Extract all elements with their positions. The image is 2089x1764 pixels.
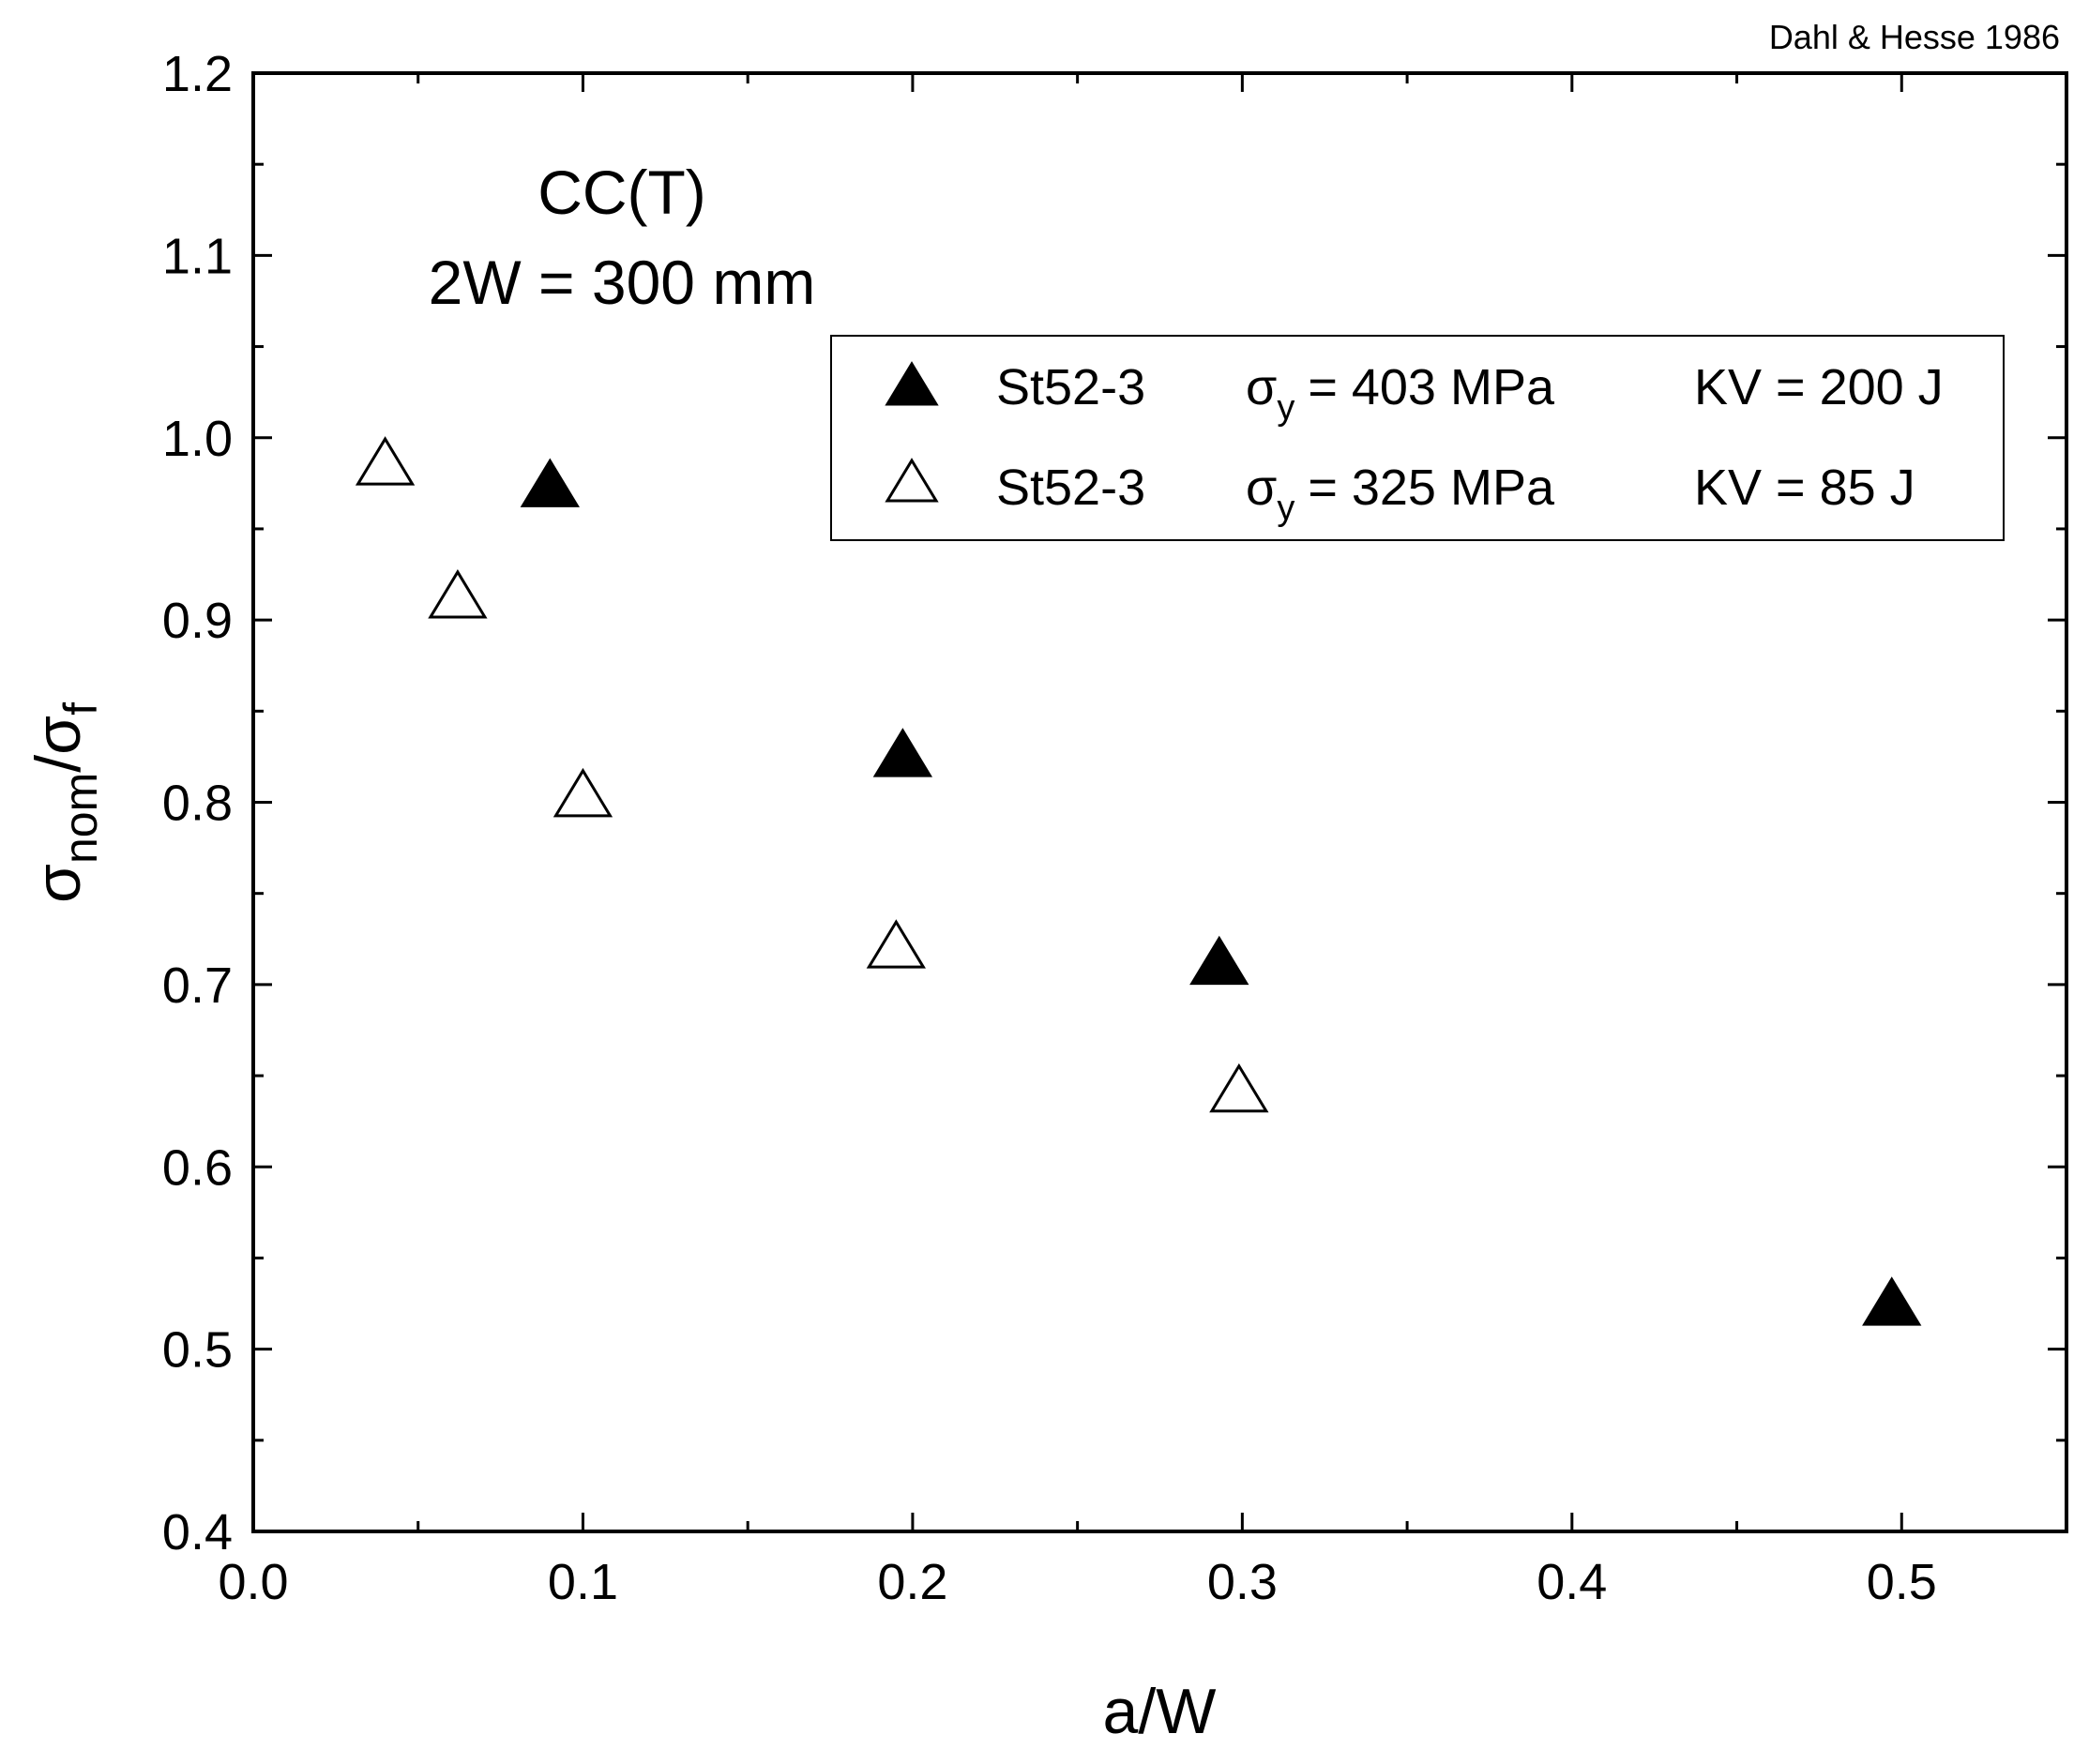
y-axis-sub-nom: nom <box>54 773 107 864</box>
legend-marker-open-triangle <box>885 458 939 503</box>
data-point-open-triangle <box>553 767 613 818</box>
y-tick-label: 1.0 <box>162 411 233 467</box>
y-tick-label: 0.5 <box>162 1322 233 1379</box>
legend-series2-sigma-sub: y <box>1277 489 1294 528</box>
y-tick-label: 0.8 <box>162 776 233 832</box>
markers-layer <box>355 436 1922 1326</box>
data-point-open-triangle <box>428 569 488 619</box>
x-tick-labels: 0.0 0.1 0.2 0.3 0.4 0.5 <box>218 1554 1936 1610</box>
data-point-open-triangle <box>1209 1063 1269 1113</box>
legend-series2-sigma: σ <box>1246 460 1277 516</box>
legend: St52-3 σy = 403 MPa KV = 200 J St52-3 σy =… <box>830 335 2005 541</box>
x-tick-label: 0.2 <box>877 1554 947 1610</box>
legend-series1-sigma-sub: y <box>1277 388 1294 428</box>
credit-text: Dahl & Hesse 1986 <box>1769 18 2060 56</box>
legend-series2-yield-value: = 325 MPa <box>1308 460 1555 516</box>
legend-frame <box>830 335 2005 541</box>
annotation-specimen: CC(T) <box>537 158 706 227</box>
legend-series1-yield: σy = 403 MPa <box>1246 359 1555 428</box>
legend-series1-kv: KV = 200 J <box>1694 359 1944 415</box>
data-point-filled-triangle <box>872 728 933 777</box>
legend-marker-filled-triangle <box>885 361 939 406</box>
ticks-layer <box>251 71 2068 1533</box>
data-point-filled-triangle <box>1189 935 1249 986</box>
x-tick-label: 0.5 <box>1867 1554 1937 1610</box>
y-tick-label: 1.1 <box>162 228 233 284</box>
legend-series1-sigma: σ <box>1246 359 1277 415</box>
y-axis-sigma-1: σ <box>23 864 94 903</box>
y-axis-sub-f: f <box>54 702 107 716</box>
legend-series2-yield: σy = 325 MPa <box>1246 460 1555 528</box>
x-tick-label: 0.1 <box>548 1554 618 1610</box>
data-point-open-triangle <box>355 436 416 486</box>
x-tick-label: 0.0 <box>218 1554 288 1610</box>
legend-series2-material: St52-3 <box>996 460 1145 516</box>
data-point-filled-triangle <box>1862 1276 1922 1326</box>
legend-series2-kv: KV = 85 J <box>1694 460 1915 516</box>
y-tick-label: 0.9 <box>162 593 233 649</box>
y-tick-label: 0.4 <box>162 1504 233 1560</box>
y-axis-title: σnom/σf <box>23 702 107 903</box>
x-tick-label: 0.4 <box>1536 1554 1607 1610</box>
data-point-open-triangle <box>866 919 926 969</box>
annotation-width: 2W = 300 mm <box>429 248 816 317</box>
data-point-filled-triangle <box>520 458 580 507</box>
x-axis-title: a/W <box>1103 1676 1217 1747</box>
legend-series1-yield-value: = 403 MPa <box>1308 359 1555 415</box>
legend-series1-material: St52-3 <box>996 359 1145 415</box>
y-tick-labels: 0.4 0.5 0.6 0.7 0.8 0.9 1.0 1.1 1.2 <box>162 46 233 1560</box>
y-tick-label: 0.6 <box>162 1139 233 1196</box>
y-tick-label: 1.2 <box>162 46 233 102</box>
y-tick-label: 0.7 <box>162 957 233 1014</box>
y-axis-sigma-2: σ <box>23 716 94 755</box>
y-axis-slash: / <box>23 755 94 773</box>
x-tick-label: 0.3 <box>1207 1554 1278 1610</box>
